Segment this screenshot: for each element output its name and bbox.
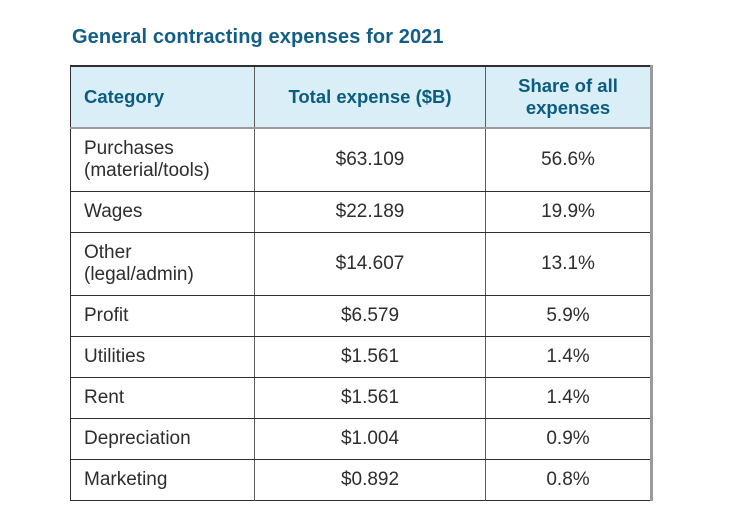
cell-share: 56.6%: [485, 128, 652, 192]
table-row: Wages $22.189 19.9%: [70, 191, 652, 233]
table-row: Marketing $0.892 0.8%: [71, 459, 652, 501]
cell-total-expense: $1.004: [254, 418, 486, 460]
cell-share: 1.4%: [485, 336, 652, 378]
cell-total-expense: $14.607: [254, 232, 486, 296]
header-cell-category: Category: [70, 66, 255, 129]
table-row: Purchases (material/tools) $63.109 56.6%: [70, 128, 652, 192]
cell-total-expense: $22.189: [254, 191, 486, 233]
table-body: Purchases (material/tools) $63.109 56.6% Wa…: [70, 128, 652, 501]
cell-category: Profit: [70, 295, 255, 337]
cell-share: 13.1%: [485, 232, 652, 296]
header-cell-total-expense: Total expense ($B): [254, 66, 486, 129]
cell-category: Depreciation: [70, 418, 255, 460]
cell-category: Marketing: [84, 469, 168, 490]
expenses-table: Category Total expense ($B) Share of all…: [70, 65, 653, 501]
table-row: Utilities $1.561 1.4%: [70, 336, 652, 378]
cell-total-expense: $63.109: [254, 128, 486, 192]
table-row: Profit $6.579 5.9%: [70, 295, 652, 337]
cell-category: Utilities: [70, 336, 255, 378]
cell-total-expense: $6.579: [254, 295, 486, 337]
table-row: Other (legal/admin) $14.607 13.1%: [70, 232, 652, 296]
cell-share: 5.9%: [485, 295, 652, 337]
cell-category: Purchases (material/tools): [70, 128, 255, 192]
cell-total-expense: $1.561: [254, 377, 486, 419]
cell-total-expense: $1.561: [254, 336, 486, 378]
cell-share: 1.4%: [485, 377, 652, 419]
cell-category: Rent: [70, 377, 255, 419]
cell-share: 0.9%: [485, 418, 652, 460]
table-row: Rent $1.561 1.4%: [70, 377, 652, 419]
header-cell-share: Share of all expenses: [485, 66, 652, 129]
table-header-row: Category Total expense ($B) Share of all…: [70, 66, 652, 129]
cell-category: Other (legal/admin): [70, 232, 255, 296]
cell-total-expense: $0.892: [254, 459, 486, 501]
page-title: General contracting expenses for 2021: [72, 26, 444, 48]
cell-category: Wages: [70, 191, 255, 233]
cell-share: 19.9%: [485, 191, 652, 233]
cell-share: 0.8%: [485, 459, 652, 501]
table-row: Depreciation $1.004 0.9%: [70, 418, 652, 460]
